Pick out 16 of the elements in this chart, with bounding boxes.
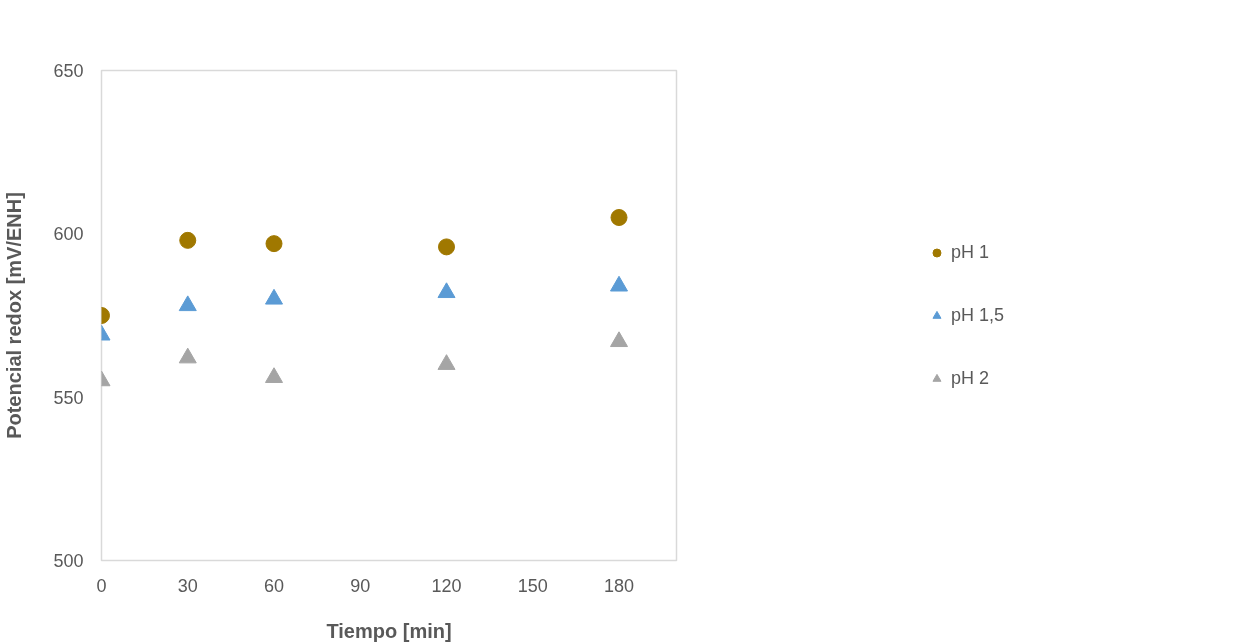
y-tick-label: 650 <box>53 61 84 81</box>
x-tick-label: 90 <box>350 575 371 596</box>
y-axis-title: Potencial redox [mV/ENH] <box>3 192 26 439</box>
legend-label: pH 2 <box>950 367 990 389</box>
x-tick-label: 60 <box>263 575 285 596</box>
legend-label: pH 1 <box>950 241 990 263</box>
y-tick-label: 500 <box>53 551 84 571</box>
legend-label: pH 1,5 <box>950 304 1005 326</box>
x-tick-label: 180 <box>603 575 635 596</box>
x-tick-label: 30 <box>177 575 198 596</box>
y-tick-label: 550 <box>53 387 84 408</box>
x-axis-title: Tiempo [min] <box>326 619 452 642</box>
x-tick-label: 120 <box>431 575 462 596</box>
y-tick-label: 600 <box>53 224 84 245</box>
x-tick-label: 150 <box>517 575 548 596</box>
x-tick-label: 0 <box>96 575 107 596</box>
